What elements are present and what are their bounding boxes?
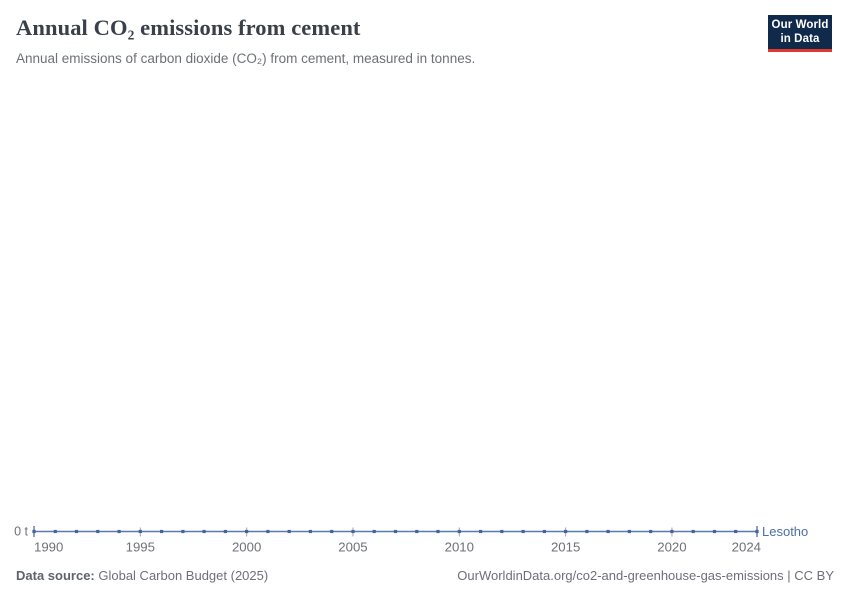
data-point-marker[interactable]	[53, 529, 57, 534]
chart-header: Annual CO₂ emissions from cement Annual …	[16, 14, 756, 67]
data-point-marker[interactable]	[670, 529, 674, 534]
data-point-marker[interactable]	[308, 529, 312, 534]
data-point-marker[interactable]	[160, 529, 164, 534]
data-source-value: Global Carbon Budget (2025)	[94, 568, 269, 583]
data-point-marker[interactable]	[521, 529, 525, 534]
owid-logo-text-line1: Our World	[771, 19, 829, 31]
x-axis-label: 2010	[445, 540, 474, 555]
data-point-marker[interactable]	[96, 529, 100, 534]
data-point-marker[interactable]	[606, 529, 610, 534]
data-source: Data source: Global Carbon Budget (2025)	[16, 568, 268, 584]
owid-logo[interactable]: Our World in Data	[768, 15, 832, 52]
data-point-marker[interactable]	[415, 529, 419, 534]
data-point-marker[interactable]	[287, 529, 291, 534]
x-axis-label: 2024	[732, 540, 761, 555]
data-point-marker[interactable]	[691, 529, 695, 534]
line-chart-svg[interactable]: 1990 1995 2000 2005 2010 2015 2020 2024 0 t Lesot…	[0, 505, 850, 565]
x-axis-label: 1990	[34, 540, 63, 555]
data-point-marker[interactable]	[734, 529, 738, 534]
data-point-marker[interactable]	[627, 529, 631, 534]
data-point-marker[interactable]	[32, 529, 36, 534]
chart-footer: Data source: Global Carbon Budget (2025)…	[16, 568, 834, 584]
footer-citation[interactable]: OurWorldinData.org/co2-and-greenhouse-ga…	[457, 568, 834, 583]
data-point-marker[interactable]	[266, 529, 270, 534]
data-point-marker[interactable]	[649, 529, 653, 534]
data-point-marker[interactable]	[330, 529, 334, 534]
data-point-marker[interactable]	[351, 529, 355, 534]
data-point-marker[interactable]	[393, 529, 398, 534]
data-point-marker[interactable]	[223, 529, 227, 534]
data-point-marker[interactable]	[117, 529, 121, 534]
data-point-marker[interactable]	[372, 529, 376, 534]
data-point-marker[interactable]	[564, 529, 568, 534]
data-point-marker[interactable]	[479, 529, 483, 534]
data-point-marker[interactable]	[585, 529, 589, 534]
data-point-marker[interactable]	[457, 529, 461, 534]
data-point-marker[interactable]	[755, 529, 759, 534]
chart-title: Annual CO₂ emissions from cement	[16, 15, 361, 40]
x-axis-label: 2000	[232, 540, 261, 555]
data-point-marker[interactable]	[436, 529, 440, 534]
entity-label[interactable]: Lesotho	[762, 524, 808, 539]
data-point-marker[interactable]	[181, 529, 185, 534]
x-axis-label: 2020	[657, 540, 686, 555]
data-point-marker[interactable]	[202, 529, 206, 534]
x-axis-label: 2005	[338, 540, 367, 555]
data-point-marker[interactable]	[500, 529, 504, 534]
data-point-marker[interactable]	[138, 529, 142, 534]
x-axis-label: 2015	[551, 540, 580, 555]
data-source-label: Data source:	[16, 568, 95, 583]
data-point-marker[interactable]	[542, 529, 546, 534]
data-point-marker[interactable]	[74, 529, 79, 534]
chart-subtitle: Annual emissions of carbon dioxide (CO₂)…	[16, 51, 476, 66]
x-axis-label: 1995	[126, 540, 155, 555]
y-axis-zero-label: 0 t	[14, 525, 28, 539]
owid-logo-text-line2: in Data	[780, 32, 820, 45]
data-point-marker[interactable]	[712, 529, 717, 534]
data-point-marker[interactable]	[245, 529, 249, 534]
